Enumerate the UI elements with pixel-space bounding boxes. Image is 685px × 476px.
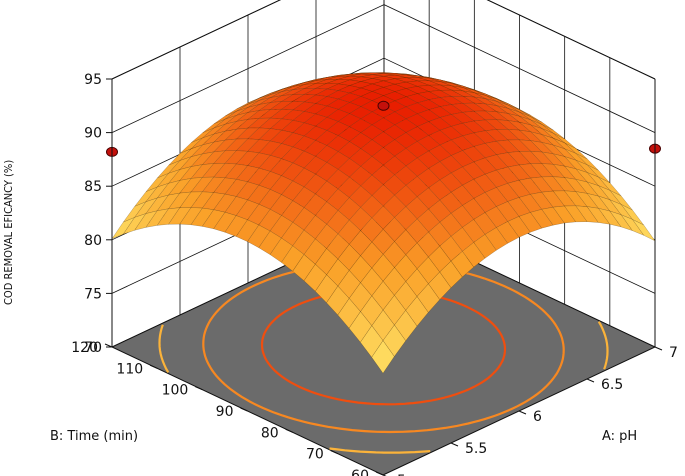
y-tick-label: 120 — [71, 340, 98, 356]
y-tick-label: 110 — [116, 361, 143, 377]
x-axis-title: A: pH — [602, 429, 637, 444]
z-axis-title: COD REMOVAL EFICANCY (%) — [2, 160, 15, 305]
y-tick-label: 100 — [162, 383, 189, 399]
z-tick-label: 75 — [84, 286, 102, 302]
z-tick-label: 80 — [84, 233, 102, 249]
x-tick-label: 6.5 — [601, 377, 623, 393]
response-surface — [111, 72, 656, 374]
design-point — [377, 100, 390, 111]
z-tick-label: 90 — [84, 126, 102, 142]
tick-labels: 70 75 80 85 90 95 60 70 80 90 100 110 120 5 5.5 6 6.5 7 — [71, 72, 678, 476]
x-tick-label: 5.5 — [465, 441, 487, 457]
x-tick-label: 6 — [533, 409, 542, 425]
y-tick-label: 90 — [216, 404, 234, 420]
z-tick-label: 95 — [84, 72, 102, 88]
y-tick-label: 80 — [261, 425, 279, 441]
z-tick-label: 70 — [84, 340, 102, 356]
z-tick-label: 85 — [84, 179, 102, 195]
x-tick-label: 5 — [397, 473, 406, 476]
y-tick-label: 60 — [351, 468, 369, 476]
x-tick-label: 7 — [669, 345, 678, 361]
y-axis-title: B: Time (min) — [50, 429, 138, 444]
front-frame — [111, 0, 656, 347]
y-tick-label: 70 — [306, 447, 324, 463]
